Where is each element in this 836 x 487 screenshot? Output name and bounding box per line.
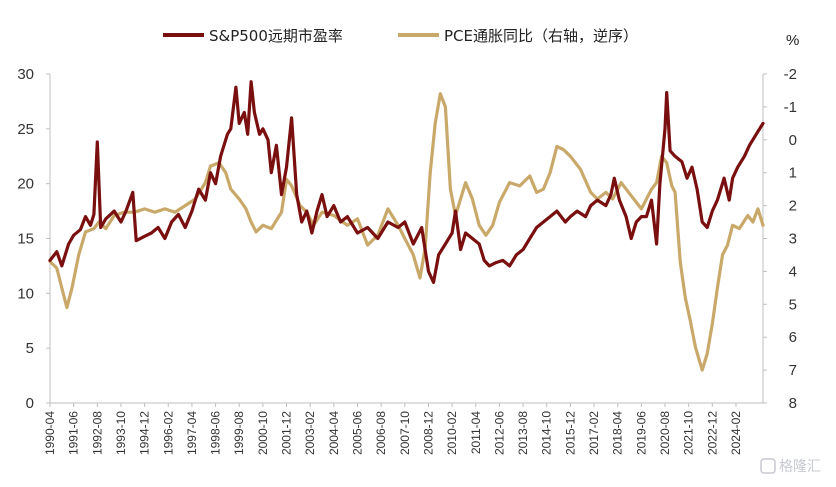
x-axis-ticks: 1990-04 1991-06 1992-08 1993-10 1994-12 1996-… [43,403,743,455]
right-tick-label: 8 [789,395,797,412]
x-tick-label: 2013-08 [516,411,530,455]
x-tick-label: 2019-06 [634,411,648,455]
x-tick-label: 2005-06 [351,411,365,455]
x-tick-label: 1994-12 [138,411,152,455]
legend: S&P500远期市盈率 PCE通胀同比（右轴，逆序） [163,27,638,45]
x-tick-label: 1993-10 [114,411,128,455]
left-tick-label: 15 [17,231,34,248]
right-tick-label: 0 [789,132,797,149]
x-tick-label: 2006-08 [374,411,388,455]
right-tick-label: 7 [789,362,797,379]
x-tick-label: 2017-02 [587,411,601,455]
right-axis-unit: % [786,32,799,49]
left-tick-label: 0 [26,395,34,412]
x-tick-label: 1991-06 [67,411,81,455]
x-tick-label: 2011-04 [469,411,483,454]
series-line-pce-inflation [48,92,765,372]
x-tick-label: 2007-10 [398,411,412,455]
series-layer [48,80,765,372]
watermark: 格隆汇 [760,458,821,475]
x-tick-label: 2022-12 [705,411,719,455]
x-tick-label: 1996-02 [161,411,175,455]
x-tick-label: 1998-06 [209,411,223,455]
x-tick-label: 2014-10 [540,411,554,455]
watermark-logo-icon [760,458,776,474]
x-tick-label: 2020-08 [658,411,672,455]
left-tick-label: 5 [26,340,34,357]
right-axis-ticks: -2 -1 0 1 2 3 4 5 6 7 8 [763,66,797,412]
x-tick-label: 2003-02 [303,411,317,455]
x-tick-label: 2010-02 [445,411,459,455]
x-tick-label: 2021-10 [682,411,696,455]
right-tick-label: -1 [784,99,797,116]
right-tick-label: 6 [789,329,797,346]
x-tick-label: 1997-04 [185,411,199,455]
x-tick-label: 1999-08 [232,411,246,455]
legend-label-pe: S&P500远期市盈率 [209,27,343,45]
x-tick-label: 2024-02 [729,411,743,455]
right-tick-label: 5 [789,296,797,313]
legend-label-pce: PCE通胀同比（右轴，逆序） [444,27,638,45]
right-tick-label: 4 [789,263,797,280]
left-axis-ticks: 0 5 10 15 20 25 30 [17,66,50,412]
right-tick-label: 2 [789,198,797,215]
left-tick-label: 30 [17,66,34,83]
series-line-pe-ratio [48,80,765,284]
right-tick-label: -2 [784,66,797,83]
left-tick-label: 10 [17,285,34,302]
x-tick-label: 1992-08 [90,411,104,455]
right-tick-label: 3 [789,231,797,248]
x-tick-label: 2012-06 [492,411,506,455]
left-tick-label: 25 [17,121,34,138]
x-tick-label: 2015-12 [563,411,577,455]
right-tick-label: 1 [789,165,797,182]
x-tick-label: 2018-04 [611,411,625,455]
x-tick-label: 1990-04 [43,411,57,455]
x-tick-label: 2000-10 [256,411,270,455]
x-tick-label: 2001-12 [280,411,294,455]
left-tick-label: 20 [17,176,34,193]
watermark-text: 格隆汇 [779,459,821,475]
x-tick-label: 2008-12 [421,411,435,455]
x-tick-label: 2004-04 [327,411,341,455]
